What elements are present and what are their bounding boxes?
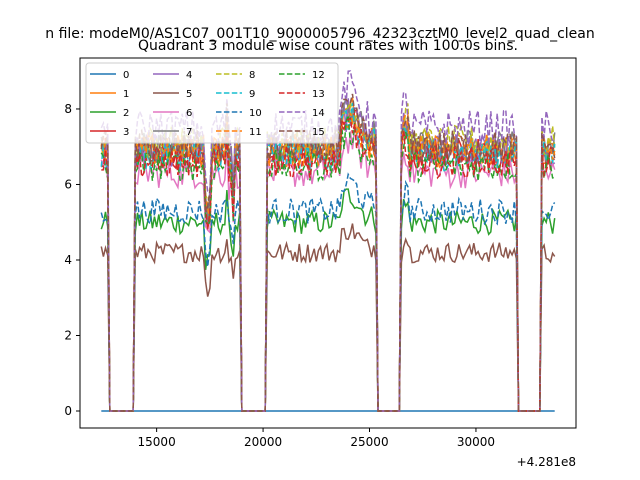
series-line-10: [100, 172, 556, 412]
figure-suptitle: n file: modeM0/AS1C07_001T10_9000005796_…: [45, 26, 594, 42]
x-tick-label: 30000: [457, 435, 495, 449]
legend-label: 5: [186, 89, 192, 100]
x-offset-label: +4.281e8: [517, 455, 576, 469]
legend-label: 15: [312, 127, 325, 138]
legend-label: 10: [249, 108, 262, 119]
legend-label: 2: [123, 108, 129, 119]
legend-label: 9: [249, 89, 255, 100]
plot-frame: [79, 57, 577, 429]
legend-label: 8: [249, 70, 255, 81]
legend-label: 0: [123, 70, 129, 81]
legend-label: 3: [123, 127, 129, 138]
legend-label: 4: [186, 70, 192, 81]
legend-box: [85, 62, 339, 144]
y-tick-label: 6: [64, 177, 72, 191]
x-tick-label: 15000: [138, 435, 176, 449]
legend-label: 12: [312, 70, 325, 81]
x-tick-label: 20000: [244, 435, 282, 449]
legend-label: 11: [249, 127, 262, 138]
legend-label: 13: [312, 89, 325, 100]
series-line-15: [100, 93, 556, 412]
y-tick-label: 8: [64, 102, 72, 116]
legend-label: 6: [186, 108, 192, 119]
x-tick-label: 25000: [350, 435, 388, 449]
y-tick-label: 0: [64, 404, 72, 418]
legend-label: 1: [123, 89, 129, 100]
chart-title: Quadrant 3 module wise count rates with …: [138, 38, 518, 54]
y-axis: 0 2 4 6 8: [64, 102, 80, 418]
y-tick-label: 4: [64, 253, 72, 267]
y-tick-label: 2: [64, 329, 72, 343]
series-line-2: [100, 188, 556, 412]
legend-label: 7: [186, 127, 192, 138]
legend-label: 14: [312, 108, 325, 119]
series-line-5: [100, 223, 556, 412]
x-axis: 15000 20000 25000 30000: [138, 428, 495, 449]
series-line-13: [101, 116, 555, 412]
